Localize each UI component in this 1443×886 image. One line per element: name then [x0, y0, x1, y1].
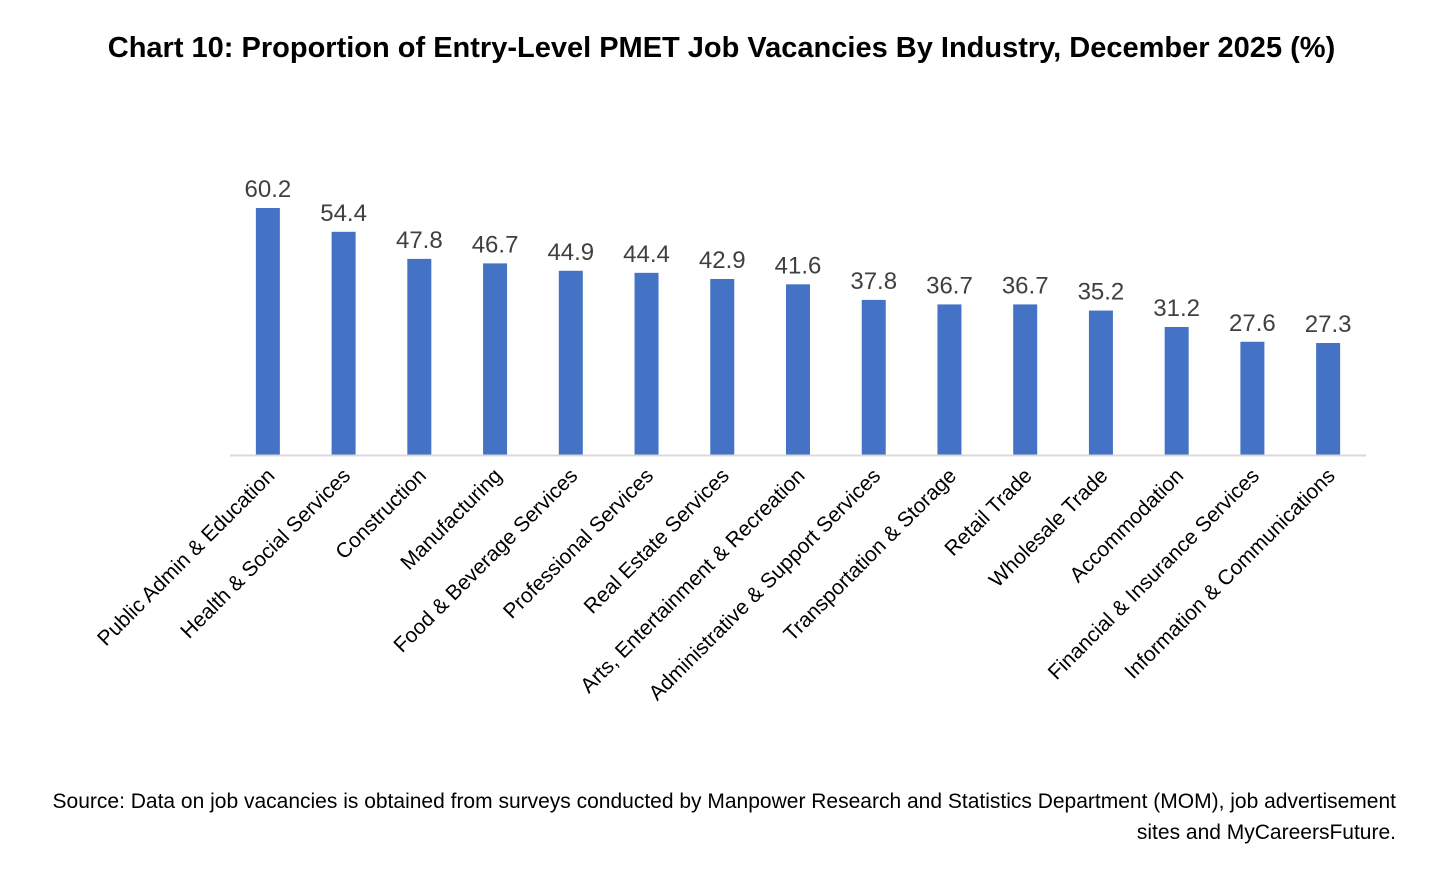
bar: [1164, 326, 1189, 455]
bar: [710, 278, 735, 455]
bar: [407, 258, 432, 455]
bar: [786, 284, 810, 455]
source-note: Source: Data on job vacancies is obtaine…: [52, 790, 1396, 844]
data-label: 60.2: [245, 176, 292, 203]
data-label: 44.4: [623, 241, 670, 268]
data-label: 54.4: [320, 200, 367, 227]
data-label: 42.9: [699, 247, 746, 274]
bar: [634, 272, 659, 455]
bar: [937, 304, 962, 455]
bar: [558, 270, 583, 455]
data-label: 47.8: [396, 227, 443, 254]
bar: [1088, 310, 1113, 455]
bar: [1013, 304, 1038, 455]
bar: [483, 263, 508, 455]
data-label: 36.7: [926, 272, 973, 299]
data-label: 27.3: [1305, 311, 1352, 338]
data-label: 37.8: [850, 268, 897, 295]
bar: [1240, 341, 1265, 455]
bars-layer: [255, 208, 1341, 455]
data-label: 44.9: [547, 239, 594, 266]
data-label: 36.7: [1002, 272, 1049, 299]
data-label: 41.6: [775, 252, 822, 279]
x-tick-label: Professional Services: [499, 464, 658, 623]
value-labels-layer: 60.2 54.4 47.8 46.7 44.9 44.4 42.9 41.6 37.8 36.7…: [245, 176, 1352, 338]
data-label: 35.2: [1078, 279, 1125, 306]
x-tick-label: Real Estate Services: [580, 464, 734, 618]
data-label: 46.7: [472, 231, 519, 258]
chart-title: Chart 10: Proportion of Entry-Level PMET…: [107, 32, 1336, 64]
data-label: 31.2: [1153, 295, 1200, 322]
data-label: 27.6: [1229, 310, 1276, 337]
bar: [861, 299, 886, 455]
bar: [331, 231, 356, 455]
bar: [255, 208, 280, 455]
bar: [1316, 342, 1341, 455]
